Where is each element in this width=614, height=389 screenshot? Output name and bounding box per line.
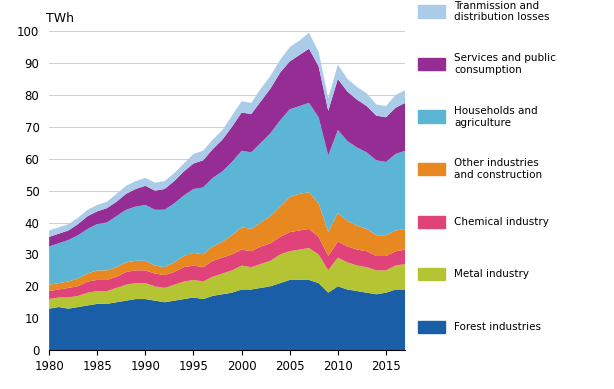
Text: Chemical industry: Chemical industry: [454, 217, 550, 227]
Text: Forest industries: Forest industries: [454, 322, 542, 332]
Text: Tranmission and
distribution losses: Tranmission and distribution losses: [454, 1, 550, 23]
Text: Services and public
consumption: Services and public consumption: [454, 53, 556, 75]
Text: Households and
agriculture: Households and agriculture: [454, 106, 538, 128]
Text: Other industries
and construction: Other industries and construction: [454, 158, 543, 180]
Text: Metal industry: Metal industry: [454, 269, 529, 279]
Text: TWh: TWh: [45, 12, 74, 25]
